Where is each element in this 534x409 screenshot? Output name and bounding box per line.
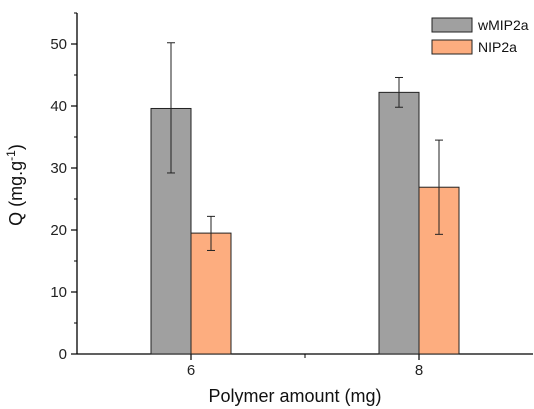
legend: wMIP2a NIP2a [431, 17, 529, 55]
y-tick-label: 30 [50, 160, 67, 177]
y-tick-label: 20 [50, 222, 67, 239]
y-axis-title-end: ) [6, 144, 26, 150]
x-tick-label: 8 [415, 362, 423, 379]
error-bars [167, 42, 443, 251]
y-tick-label: 0 [59, 346, 67, 363]
legend-swatch [431, 39, 473, 55]
bar-series [150, 91, 460, 355]
legend-swatch [431, 17, 473, 33]
y-tick-label: 10 [50, 284, 67, 301]
y-axis-ticks: 0 10 20 30 40 50 [50, 12, 77, 363]
y-axis-title: Q (mg.g-1) [4, 144, 26, 226]
y-axis-title-superscript: -1 [4, 150, 18, 161]
bar [378, 91, 420, 355]
y-axis-title-main: Q (mg.g [6, 161, 26, 226]
legend-label: NIP2a [478, 39, 517, 55]
legend-label: wMIP2a [477, 17, 529, 33]
x-axis-title: Polymer amount (mg) [208, 386, 381, 406]
bar [190, 232, 232, 355]
y-tick-label: 40 [50, 98, 67, 115]
y-tick-label: 50 [50, 36, 67, 53]
x-tick-label: 6 [187, 362, 195, 379]
